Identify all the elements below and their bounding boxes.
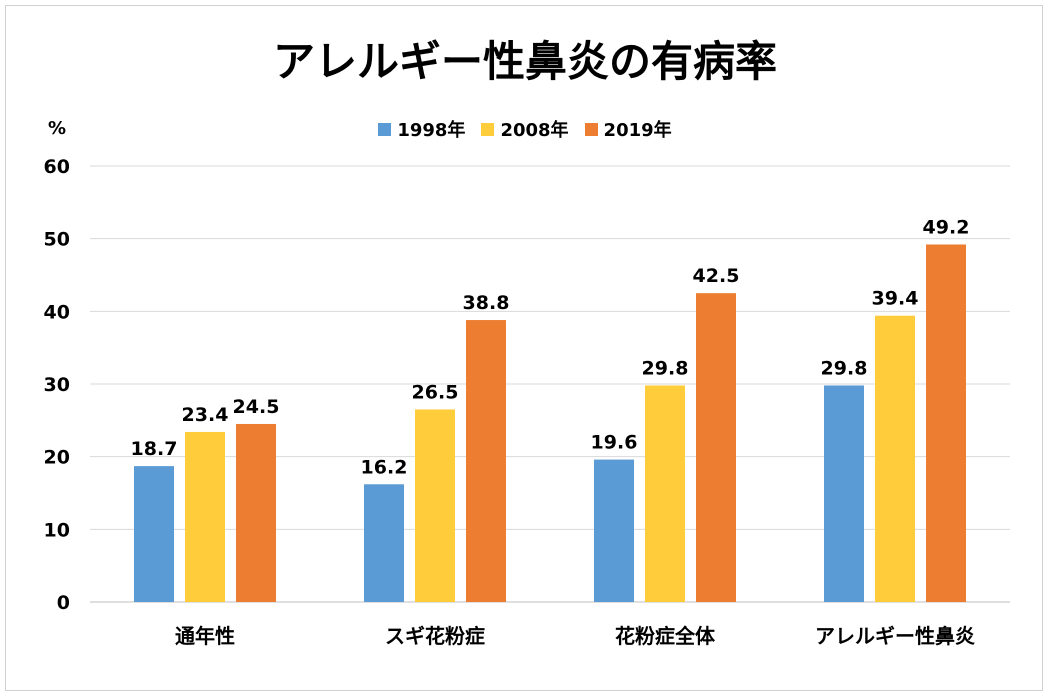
x-category-label: 花粉症全体 (615, 624, 716, 648)
bar (824, 385, 864, 602)
bar (364, 484, 404, 602)
data-label: 16.2 (361, 456, 408, 478)
y-tick-label: 30 (44, 374, 70, 396)
data-label: 29.8 (821, 357, 868, 379)
data-label: 19.6 (591, 432, 638, 454)
y-tick-label: 0 (57, 592, 70, 614)
y-axis-unit-label: % (48, 118, 67, 139)
bar (696, 293, 736, 602)
legend-label: 1998年 (397, 120, 466, 141)
legend-label: 2008年 (500, 120, 569, 141)
data-label: 39.4 (872, 288, 919, 310)
legend-swatch (481, 122, 495, 136)
y-tick-label: 50 (44, 229, 70, 251)
legend-item: 1998年 (378, 116, 465, 142)
y-tick-label: 10 (44, 519, 70, 541)
legend-swatch (378, 122, 392, 136)
bar (185, 431, 225, 602)
data-label: 24.5 (233, 396, 280, 418)
x-category-label: アレルギー性鼻炎 (815, 624, 975, 648)
legend-item: 2008年 (481, 116, 569, 142)
data-label: 18.7 (131, 438, 178, 460)
data-label: 23.4 (182, 404, 229, 426)
x-category-label: スギ花粉症 (385, 624, 485, 648)
legend-item: 2019年 (584, 116, 672, 142)
bar (594, 459, 634, 602)
y-tick-label: 40 (44, 301, 70, 323)
bar (645, 385, 685, 602)
data-label: 38.8 (463, 292, 510, 314)
data-label: 26.5 (412, 381, 459, 403)
legend-label: 2019年 (603, 120, 672, 141)
bar (236, 423, 276, 602)
chart-title: アレルギー性鼻炎の有病率 (272, 37, 777, 86)
bar (134, 466, 174, 602)
data-label: 29.8 (642, 357, 689, 379)
bar (875, 315, 915, 602)
chart-frame (5, 5, 1043, 691)
data-label: 42.5 (693, 265, 740, 287)
data-label: 49.2 (923, 216, 970, 238)
legend: 1998年 2008年 2019年 (0, 116, 1050, 142)
bar (466, 320, 506, 602)
legend-swatch (584, 122, 598, 136)
x-category-label: 通年性 (175, 624, 235, 648)
bar (415, 409, 455, 602)
y-tick-label: 20 (44, 447, 70, 469)
y-tick-label: 60 (44, 156, 70, 178)
bar (926, 244, 966, 603)
